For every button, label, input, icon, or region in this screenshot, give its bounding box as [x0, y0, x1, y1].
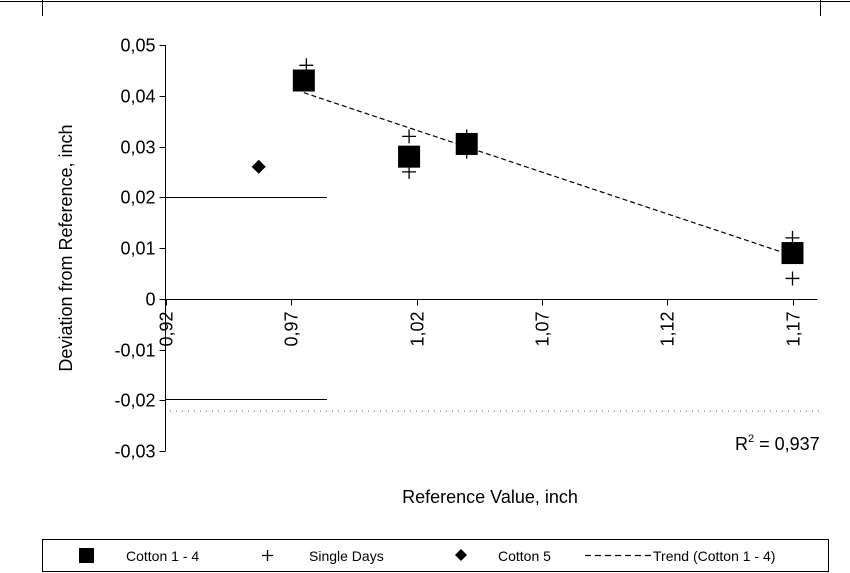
y-tick-label: 0	[145, 290, 155, 310]
legend-box	[42, 539, 829, 572]
x-tick-label: 1,17	[784, 312, 804, 347]
y-tick-label: 0,05	[120, 36, 155, 56]
point-plus	[296, 76, 311, 91]
trend-line	[303, 92, 793, 257]
point-plus	[459, 144, 474, 159]
point-plus	[459, 129, 474, 144]
legend-diamond-marker	[455, 549, 467, 561]
y-tick-label: -0,01	[114, 341, 155, 361]
legend: Cotton 1 - 4 Single Days Cotton 5 Trend …	[42, 539, 829, 572]
y-tick-label: 0,02	[120, 188, 155, 208]
point-diamond	[251, 159, 266, 174]
plot-area	[251, 58, 804, 286]
x-tick-label: 1,07	[533, 312, 553, 347]
y-tick-label: -0,03	[114, 442, 155, 462]
point-square	[455, 132, 478, 155]
y-tick-label: 0,04	[120, 87, 155, 107]
point-plus	[785, 271, 800, 286]
point-square	[781, 242, 804, 265]
legend-label-trend: Trend (Cotton 1 - 4)	[653, 548, 775, 564]
x-tick-label: 1,12	[658, 312, 678, 347]
x-tick-label: 0,97	[282, 312, 302, 347]
legend-label-cotton-5: Cotton 5	[498, 548, 551, 564]
x-tick-label: 0,92	[157, 312, 177, 347]
x-tick-label: 1,02	[408, 312, 428, 347]
point-plus	[402, 164, 417, 179]
y-tick-label: 0,01	[120, 239, 155, 259]
y-tick-label: -0,02	[114, 391, 155, 411]
legend-label-cotton-1-4: Cotton 1 - 4	[126, 548, 199, 564]
point-plus	[785, 230, 800, 245]
x-axis-label: Reference Value, inch	[402, 487, 578, 507]
point-plus	[299, 58, 314, 73]
legend-plus-marker	[262, 550, 273, 561]
legend-label-single-days: Single Days	[309, 548, 384, 564]
axes: -0,03 -0,02 -0,01 0 0,01 0,02 0,03 0,04 0,05 0,92…	[114, 36, 818, 462]
point-square	[398, 145, 421, 168]
y-tick-label: 0,03	[120, 138, 155, 158]
y-axis-label: Deviation from Reference, inch	[56, 124, 76, 371]
r-squared-annotation: R2 = 0,937	[735, 433, 820, 454]
legend-square-marker	[79, 548, 94, 563]
point-plus	[402, 129, 417, 144]
